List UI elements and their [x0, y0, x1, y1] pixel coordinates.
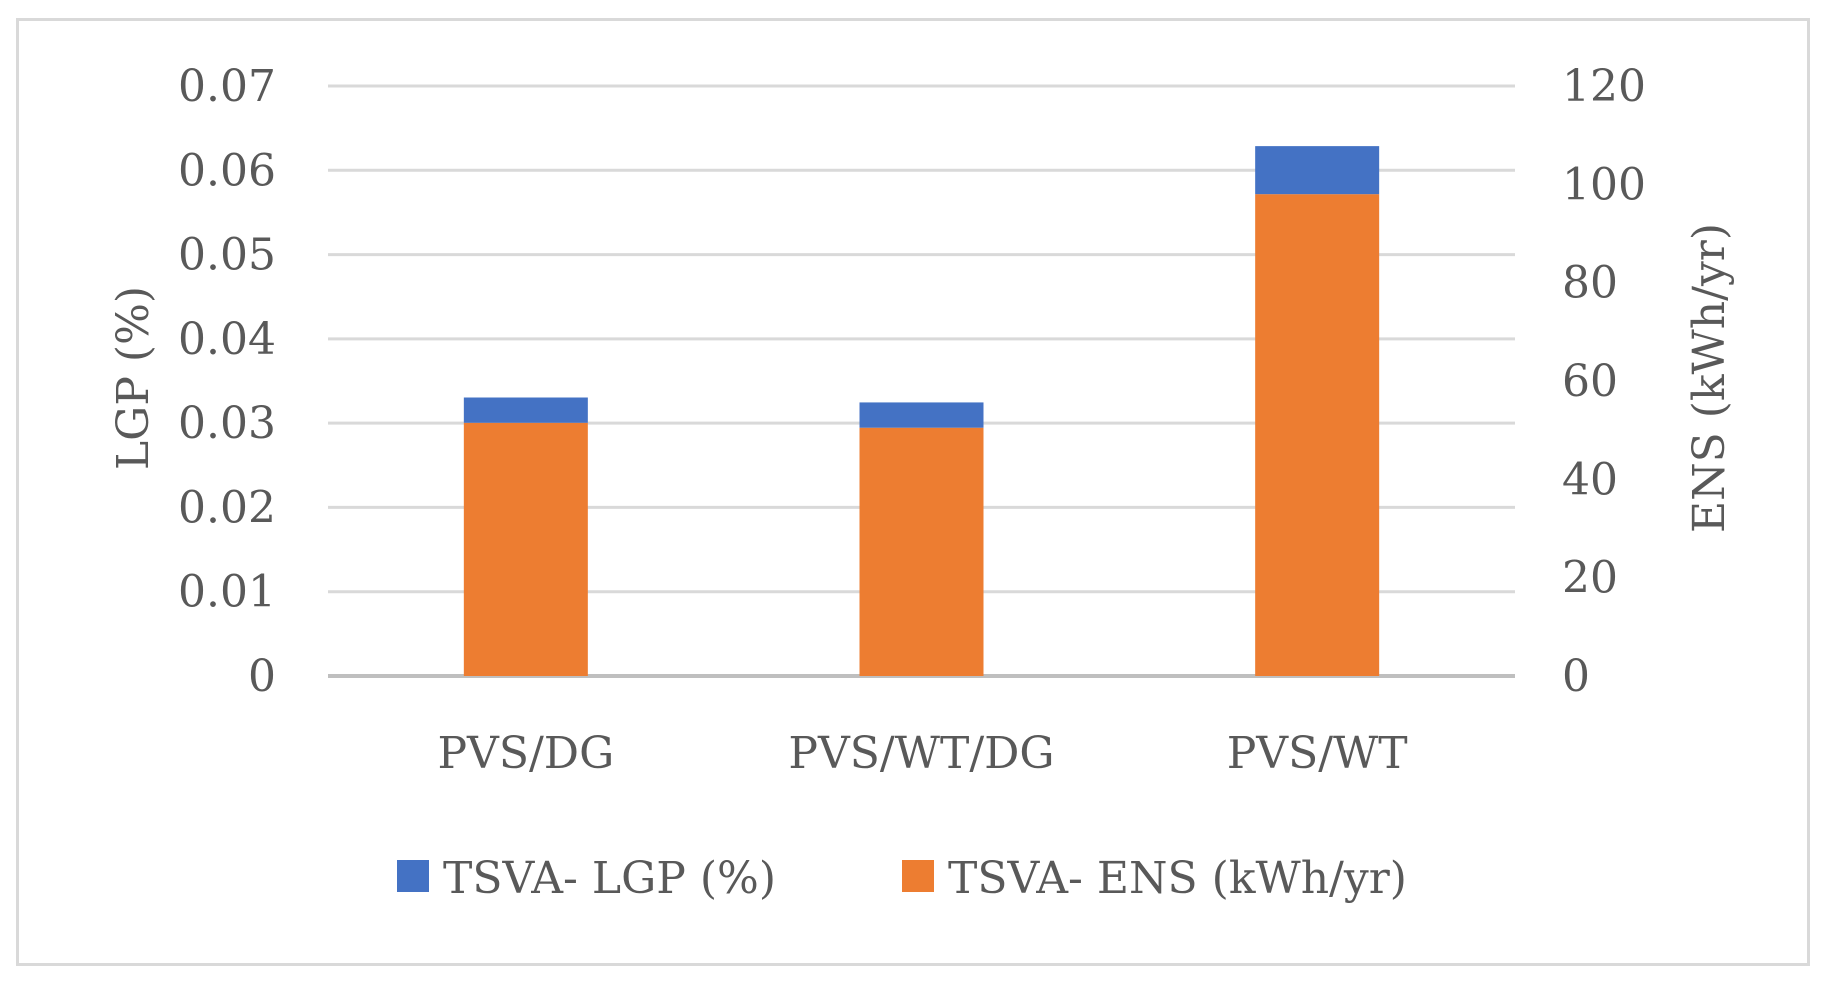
- bar-lgp-pvs-wt-dg: [859, 402, 984, 428]
- left-tick-label: 0.06: [178, 145, 276, 196]
- left-tick-label: 0: [248, 651, 276, 702]
- left-axis-ticks: 0 0.01 0.02 0.03 0.04 0.05 0.06 0.07: [178, 61, 276, 702]
- category-labels: PVS/DG PVS/WT/DG PVS/WT: [437, 728, 1407, 779]
- legend-swatch-ens: [902, 860, 934, 892]
- right-tick-label: 60: [1562, 356, 1618, 407]
- right-axis-ticks: 0 20 40 60 80 100 120: [1562, 61, 1646, 702]
- bar-ens-pvs-dg: [463, 422, 588, 676]
- right-axis-title: ENS (kWh/yr): [1684, 223, 1735, 533]
- legend: TSVA- LGP (%) TSVA- ENS (kWh/yr): [397, 853, 1407, 904]
- left-axis-title: LGP (%): [108, 286, 159, 470]
- bar-lgp-pvs-dg: [463, 397, 588, 423]
- left-tick-label: 0.07: [178, 61, 276, 112]
- bar-ens-pvs-wt: [1255, 194, 1380, 676]
- left-tick-label: 0.05: [178, 230, 276, 281]
- category-label-pvs-dg: PVS/DG: [437, 728, 614, 779]
- category-label-pvs-wt: PVS/WT: [1227, 728, 1408, 779]
- left-tick-label: 0.04: [178, 314, 276, 365]
- left-tick-label: 0.01: [178, 567, 276, 618]
- right-tick-label: 100: [1562, 159, 1646, 210]
- left-tick-label: 0.03: [178, 398, 276, 449]
- right-tick-label: 20: [1562, 553, 1618, 604]
- bars: [463, 146, 1380, 676]
- bar-ens-pvs-wt-dg: [859, 427, 984, 676]
- right-tick-label: 0: [1562, 651, 1590, 702]
- category-label-pvs-wt-dg: PVS/WT/DG: [788, 728, 1054, 779]
- bar-lgp-pvs-wt: [1255, 146, 1380, 195]
- legend-label-lgp: TSVA- LGP (%): [443, 853, 776, 904]
- right-tick-label: 80: [1562, 258, 1618, 309]
- legend-label-ens: TSVA- ENS (kWh/yr): [948, 853, 1407, 904]
- legend-swatch-lgp: [397, 860, 429, 892]
- left-tick-label: 0.02: [178, 482, 276, 533]
- right-tick-label: 40: [1562, 454, 1618, 505]
- right-tick-label: 120: [1562, 61, 1646, 112]
